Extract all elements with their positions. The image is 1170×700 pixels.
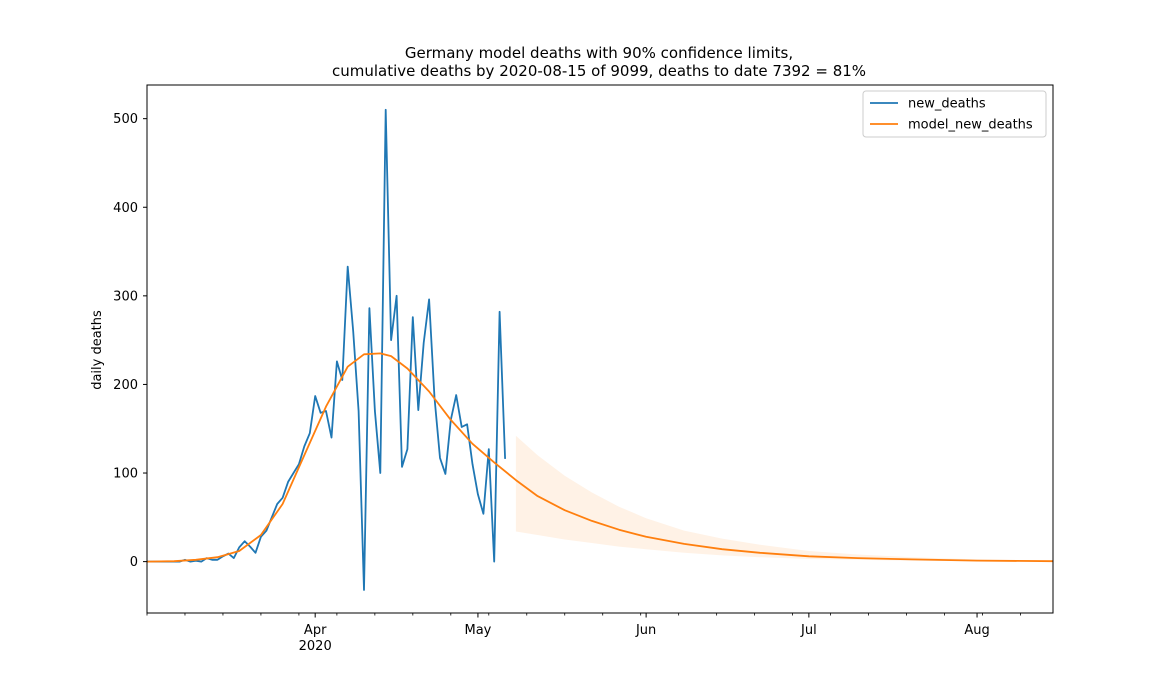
chart-title: Germany model deaths with 90% confidence…: [405, 44, 793, 62]
y-tick-label: 400: [113, 201, 138, 216]
y-axis: 0 100 200 300 400 500: [113, 112, 147, 570]
x-tick-label: Aug: [964, 623, 989, 638]
x-tick-label: Jul: [800, 623, 817, 638]
y-tick-label: 300: [113, 289, 138, 304]
x-tick-label: May: [464, 623, 491, 638]
confidence-band: [515, 435, 1053, 562]
x-tick-sublabel: 2020: [299, 639, 332, 654]
legend-label-model-new-deaths: model_new_deaths: [908, 118, 1033, 133]
plot-area: [146, 84, 1054, 614]
y-tick-label: 200: [113, 378, 138, 393]
axes-frame: [146, 84, 1054, 614]
legend: new_deaths model_new_deaths: [862, 90, 1047, 138]
y-tick-label: 0: [130, 555, 138, 570]
y-tick-label: 100: [113, 467, 138, 482]
x-tick-label: Jun: [635, 623, 656, 638]
x-tick-label: Apr: [304, 623, 327, 638]
series-line-model-new-deaths: [146, 352, 1054, 563]
y-tick-label: 500: [113, 112, 138, 127]
legend-label-new-deaths: new_deaths: [908, 97, 986, 112]
chart-subtitle: cumulative deaths by 2020-08-15 of 9099,…: [332, 62, 866, 80]
y-axis-label: daily deaths: [90, 310, 105, 390]
legend-box: [862, 90, 1047, 138]
